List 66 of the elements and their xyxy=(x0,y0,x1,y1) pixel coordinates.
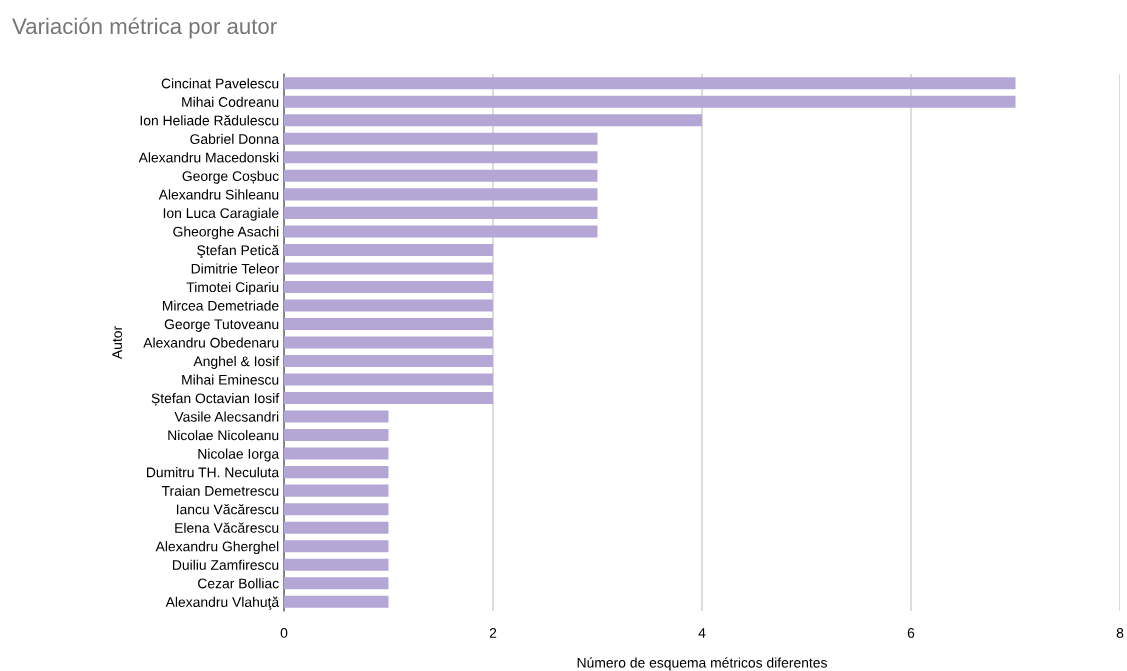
y-tick-label: Elena Văcărescu xyxy=(175,522,279,533)
y-tick-label: George Coșbuc xyxy=(182,170,279,184)
x-tick-label: 2 xyxy=(489,628,497,638)
bar xyxy=(284,595,389,608)
bar xyxy=(284,540,389,553)
bar xyxy=(284,188,598,201)
bar xyxy=(284,429,389,442)
y-tick-label: Gheorghe Asachi xyxy=(173,226,279,240)
bar xyxy=(284,373,493,386)
bar xyxy=(284,114,702,127)
y-tick-label: Cezar Bolliac xyxy=(198,578,279,589)
bar xyxy=(284,503,389,516)
y-tick-label: Timotei Cipariu xyxy=(186,281,279,295)
y-tick-label: Traian Demetrescu xyxy=(161,485,279,496)
y-tick-label: Cincinat Pavelescu xyxy=(161,78,279,89)
y-tick-label: Duiliu Zamfirescu xyxy=(173,559,279,570)
y-tick-label: Ion Heliade Rădulescu xyxy=(140,115,279,126)
bar xyxy=(284,484,389,497)
y-tick-label: Mircea Demetriade xyxy=(162,300,279,311)
bar xyxy=(284,392,493,405)
y-tick-label: Ion Luca Caragiale xyxy=(163,207,279,221)
bar xyxy=(284,262,493,275)
bar xyxy=(284,280,493,293)
y-tick-label: Nicolae Nicoleanu xyxy=(168,430,279,441)
bar xyxy=(284,336,493,349)
bar xyxy=(284,355,493,368)
x-tick-label: 8 xyxy=(1116,628,1124,638)
bar xyxy=(284,299,493,312)
bar xyxy=(284,410,389,423)
y-tick-label: Alexandru Macedonski xyxy=(138,152,279,163)
y-tick-label: Ştefan Petică xyxy=(197,244,280,258)
bar xyxy=(284,243,493,256)
bar xyxy=(284,521,389,534)
bar xyxy=(284,132,598,145)
y-tick-label: Alexandru Gherghel xyxy=(155,541,279,555)
bar xyxy=(284,447,389,460)
y-tick-label: Vasile Alecsandri xyxy=(174,411,279,422)
y-tick-label: Alexandru Sihleanu xyxy=(158,189,279,200)
y-tick-label: Alexandru Vlahuţă xyxy=(165,596,280,610)
y-axis-title: Autor xyxy=(112,326,122,360)
y-tick-label: Dimitrie Teleor xyxy=(191,263,279,274)
bar xyxy=(284,77,1016,90)
bar xyxy=(284,317,493,330)
bar xyxy=(284,95,1016,108)
bar xyxy=(284,206,598,219)
y-tick-label: Dumitru TH. Neculuta xyxy=(147,467,280,478)
bar xyxy=(284,151,598,164)
x-tick-label: 0 xyxy=(280,628,288,638)
y-tick-label: George Tutoveanu xyxy=(164,319,279,332)
bar xyxy=(284,577,389,590)
y-tick-label: Anghel & Iosif xyxy=(193,355,280,369)
x-axis-title: Número de esquema métricos diferentes xyxy=(577,657,827,671)
y-tick-label: Ștefan Octavian Iosif xyxy=(151,393,280,407)
bar xyxy=(284,225,598,238)
x-tick-label: 6 xyxy=(907,628,915,638)
bar xyxy=(284,558,389,571)
bar xyxy=(284,169,598,182)
x-tick-label: 4 xyxy=(698,628,706,638)
bar xyxy=(284,466,389,479)
y-tick-label: Alexandru Obedenaru xyxy=(143,337,279,348)
y-tick-label: Iancu Văcărescu xyxy=(176,503,279,515)
chart-title: Variación métrica por autor xyxy=(12,17,277,39)
y-tick-label: Nicolae Iorga xyxy=(198,448,280,462)
y-tick-label: Mihai Codreanu xyxy=(182,96,279,107)
y-tick-label: Gabriel Donna xyxy=(190,133,280,144)
y-tick-label: Mihai Eminescu xyxy=(182,374,279,385)
